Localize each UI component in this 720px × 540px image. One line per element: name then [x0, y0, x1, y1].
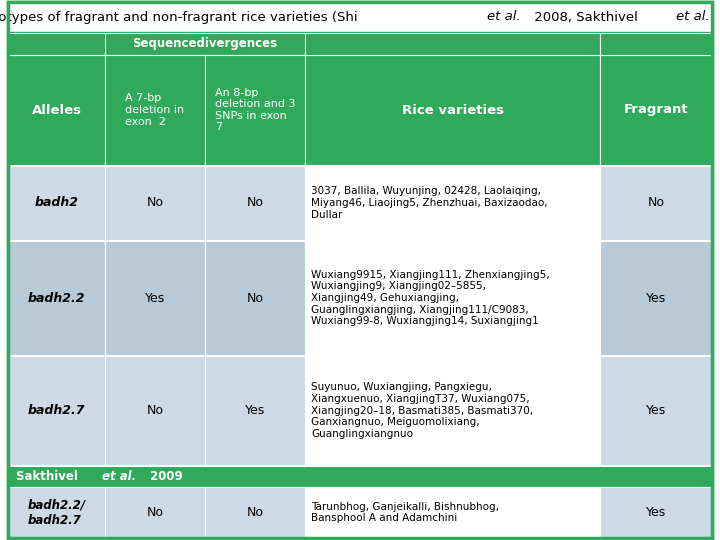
- Text: Sakthivel: Sakthivel: [16, 470, 82, 483]
- Text: badh2: badh2: [35, 197, 78, 210]
- Text: et al.: et al.: [487, 10, 521, 24]
- Bar: [105, 33, 305, 55]
- Text: badh2.7: badh2.7: [28, 404, 85, 417]
- Bar: [205, 241, 305, 355]
- Text: Yes: Yes: [245, 404, 265, 417]
- Bar: [305, 356, 600, 465]
- Text: No: No: [146, 197, 163, 210]
- Bar: [305, 166, 600, 240]
- Bar: [8, 166, 105, 240]
- Bar: [105, 55, 205, 165]
- Bar: [600, 487, 712, 538]
- Text: An 8-bp
deletion and 3
SNPs in exon
7: An 8-bp deletion and 3 SNPs in exon 7: [215, 87, 295, 132]
- Text: badh2.2/
badh2.7: badh2.2/ badh2.7: [27, 498, 86, 526]
- Text: Sequencedivergences: Sequencedivergences: [132, 37, 278, 51]
- Bar: [105, 487, 205, 538]
- Bar: [8, 356, 105, 465]
- Bar: [105, 356, 205, 465]
- Bar: [205, 55, 305, 165]
- Bar: [105, 166, 205, 240]
- Bar: [600, 55, 712, 165]
- Bar: [205, 166, 305, 240]
- Text: No: No: [647, 197, 665, 210]
- Bar: [600, 356, 712, 465]
- Text: Wuxiang9915, Xiangjing111, Zhenxiangjing5,
Wuxiangjing9, Xiangjing02–5855,
Xiang: Wuxiang9915, Xiangjing111, Zhenxiangjing…: [311, 270, 549, 326]
- Text: 2009: 2009: [146, 470, 183, 483]
- Text: No: No: [146, 506, 163, 519]
- Bar: [8, 33, 105, 55]
- Text: Yes: Yes: [145, 292, 165, 305]
- Bar: [105, 241, 205, 355]
- Bar: [8, 487, 105, 538]
- Bar: [305, 241, 600, 355]
- Bar: [600, 166, 712, 240]
- Text: The genotypes of fragrant and non-fragrant rice varieties (Shi: The genotypes of fragrant and non-fragra…: [0, 10, 362, 24]
- Text: Yes: Yes: [646, 292, 666, 305]
- Text: et al.: et al.: [102, 470, 136, 483]
- Bar: [305, 487, 600, 538]
- Text: Fragrant: Fragrant: [624, 104, 688, 117]
- Text: A 7-bp
deletion in
exon  2: A 7-bp deletion in exon 2: [125, 93, 184, 126]
- Text: badh2.2: badh2.2: [28, 292, 85, 305]
- Bar: [600, 241, 712, 355]
- Text: Rice varieties: Rice varieties: [402, 104, 503, 117]
- Text: No: No: [146, 404, 163, 417]
- Text: Yes: Yes: [646, 404, 666, 417]
- Text: Yes: Yes: [646, 506, 666, 519]
- Bar: [305, 55, 600, 165]
- Text: No: No: [246, 197, 264, 210]
- Bar: [305, 33, 600, 55]
- Bar: [8, 241, 105, 355]
- Text: et al.: et al.: [676, 10, 710, 24]
- Bar: [8, 466, 712, 487]
- Text: Alleles: Alleles: [32, 104, 81, 117]
- Text: Tarunbhog, Ganjeikalli, Bishnubhog,
Bansphool A and Adamchini: Tarunbhog, Ganjeikalli, Bishnubhog, Bans…: [311, 502, 499, 523]
- Text: 3037, Ballila, Wuyunjing, 02428, Laolaiqing,
Miyang46, Liaojing5, Zhenzhuai, Bax: 3037, Ballila, Wuyunjing, 02428, Laolaiq…: [311, 186, 548, 220]
- Text: Suyunuo, Wuxiangjing, Pangxiegu,
Xiangxuenuo, XiangjingT37, Wuxiang075,
Xiangjin: Suyunuo, Wuxiangjing, Pangxiegu, Xiangxu…: [311, 382, 533, 438]
- Text: 2008, Sakthivel: 2008, Sakthivel: [531, 10, 642, 24]
- Bar: [8, 55, 105, 165]
- Bar: [205, 356, 305, 465]
- Bar: [205, 487, 305, 538]
- Bar: [8, 2, 712, 32]
- Bar: [600, 33, 712, 55]
- Text: No: No: [246, 506, 264, 519]
- Text: No: No: [246, 292, 264, 305]
